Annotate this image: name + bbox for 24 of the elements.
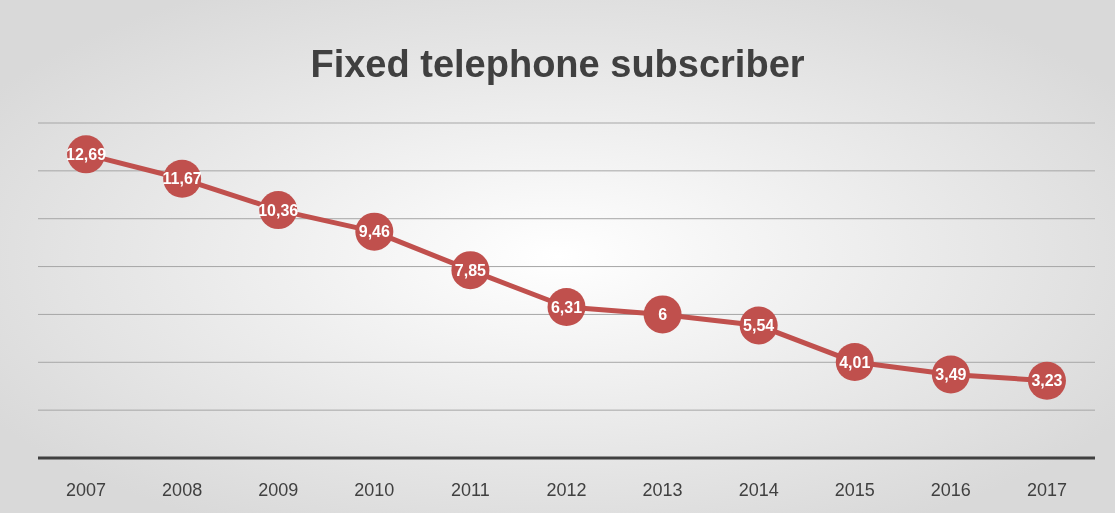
data-label: 3,49 xyxy=(935,366,967,384)
data-label: 6,31 xyxy=(550,298,583,316)
x-tick-label: 2008 xyxy=(162,480,203,500)
data-label: 7,85 xyxy=(454,261,487,279)
x-tick-label: 2007 xyxy=(66,480,107,500)
x-tick-label: 2013 xyxy=(642,480,683,500)
x-tick-label: 2016 xyxy=(930,480,971,500)
data-label: 3,23 xyxy=(1031,372,1063,390)
data-label: 6 xyxy=(658,306,668,324)
data-label: 5,54 xyxy=(743,317,775,335)
data-label: 11,67 xyxy=(162,170,202,188)
x-tick-label: 2009 xyxy=(258,480,299,500)
data-label: 4,01 xyxy=(839,353,871,371)
data-label: 9,46 xyxy=(358,223,390,241)
x-tick-label: 2017 xyxy=(1026,480,1067,500)
chart-title: Fixed telephone subscriber xyxy=(310,43,805,85)
point xyxy=(643,295,682,334)
x-tick-label: 2012 xyxy=(546,480,587,500)
x-tick-label: 2011 xyxy=(451,480,490,500)
x-tick-label: 2010 xyxy=(354,480,395,500)
data-label: 12,69 xyxy=(66,145,107,163)
x-tick-label: 2014 xyxy=(738,480,779,500)
x-tick-label: 2015 xyxy=(834,480,875,500)
data-label: 10,36 xyxy=(258,201,299,219)
